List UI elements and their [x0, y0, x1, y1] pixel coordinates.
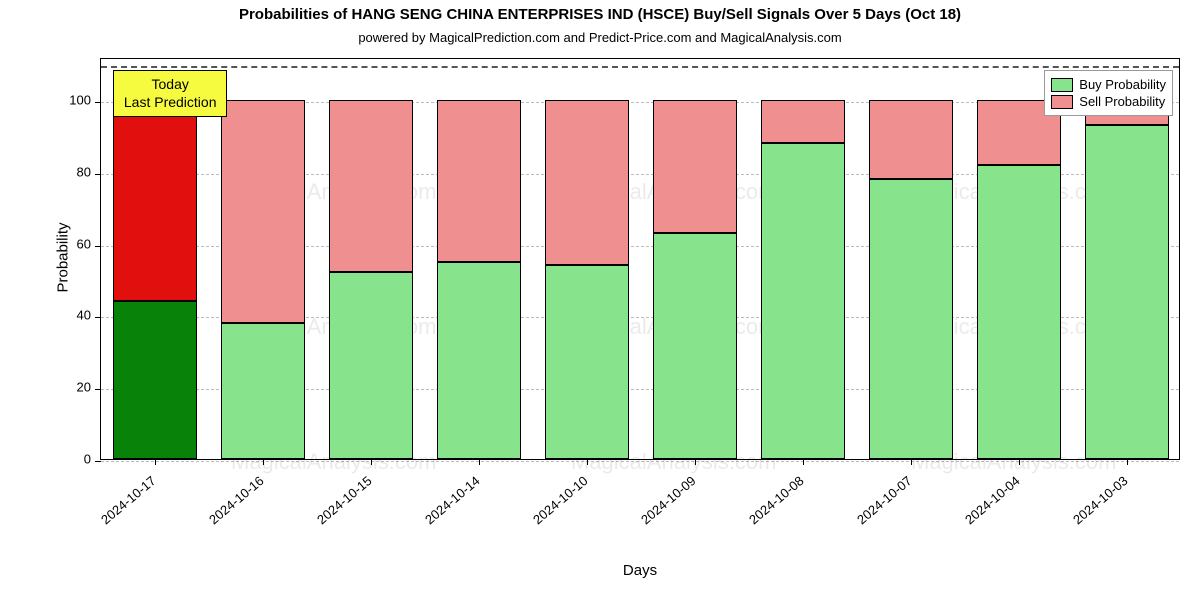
bar-sell [113, 100, 197, 301]
bar-buy [869, 179, 953, 459]
x-tick-label: 2024-10-14 [422, 473, 483, 527]
y-tick-mark [95, 174, 101, 175]
bar-slot [329, 59, 413, 459]
x-tick-mark [371, 459, 372, 465]
y-tick-mark [95, 389, 101, 390]
bar-buy [977, 165, 1061, 459]
bar-slot [113, 59, 197, 459]
bar-sell [221, 100, 305, 323]
bar-sell [761, 100, 845, 143]
bar-buy [1085, 125, 1169, 459]
x-tick-label: 2024-10-09 [638, 473, 699, 527]
y-tick-mark [95, 102, 101, 103]
x-tick-label: 2024-10-10 [530, 473, 591, 527]
x-tick-mark [695, 459, 696, 465]
x-tick-label: 2024-10-08 [746, 473, 807, 527]
x-tick-mark [1127, 459, 1128, 465]
bar-buy [437, 262, 521, 459]
bar-slot [869, 59, 953, 459]
bars-layer [101, 59, 1179, 459]
chart-subtitle: powered by MagicalPrediction.com and Pre… [0, 30, 1200, 45]
x-tick-mark [803, 459, 804, 465]
chart-title: Probabilities of HANG SENG CHINA ENTERPR… [0, 6, 1200, 23]
x-tick-mark [1019, 459, 1020, 465]
legend-item-buy: Buy Probability [1051, 77, 1166, 92]
y-tick-label: 60 [77, 236, 101, 251]
legend-swatch-sell [1051, 95, 1073, 109]
bar-buy [761, 143, 845, 459]
y-tick-label: 80 [77, 164, 101, 179]
y-tick-mark [95, 317, 101, 318]
today-callout: Today Last Prediction [113, 70, 228, 116]
y-tick-label: 20 [77, 380, 101, 395]
x-tick-mark [587, 459, 588, 465]
x-tick-mark [263, 459, 264, 465]
legend-label-buy: Buy Probability [1079, 77, 1166, 92]
x-tick-label: 2024-10-03 [1070, 473, 1131, 527]
x-tick-label: 2024-10-07 [854, 473, 915, 527]
bar-buy [113, 301, 197, 459]
y-tick-label: 0 [84, 452, 101, 467]
y-tick-mark [95, 246, 101, 247]
legend-item-sell: Sell Probability [1051, 94, 1166, 109]
bar-sell [869, 100, 953, 179]
y-axis-label: Probability [55, 222, 72, 292]
x-tick-label: 2024-10-15 [314, 473, 375, 527]
bar-slot [437, 59, 521, 459]
x-tick-label: 2024-10-17 [98, 473, 159, 527]
bar-slot [221, 59, 305, 459]
bar-slot [1085, 59, 1169, 459]
callout-line-2: Last Prediction [124, 93, 217, 111]
bar-buy [653, 233, 737, 459]
x-tick-label: 2024-10-16 [206, 473, 267, 527]
bar-buy [545, 265, 629, 459]
legend: Buy Probability Sell Probability [1044, 70, 1173, 116]
bar-slot [977, 59, 1061, 459]
y-tick-label: 40 [77, 308, 101, 323]
bar-slot [545, 59, 629, 459]
legend-swatch-buy [1051, 78, 1073, 92]
x-axis-label: Days [623, 562, 657, 579]
bar-slot [653, 59, 737, 459]
y-tick-mark [95, 461, 101, 462]
bar-buy [329, 272, 413, 459]
x-tick-mark [479, 459, 480, 465]
plot-area: MagicalAnalysis.comMagicalAnalysis.comMa… [100, 58, 1180, 460]
bar-slot [761, 59, 845, 459]
chart-stage: Probabilities of HANG SENG CHINA ENTERPR… [0, 0, 1200, 600]
callout-line-1: Today [124, 75, 217, 93]
bar-sell [437, 100, 521, 262]
bar-sell [545, 100, 629, 265]
bar-sell [653, 100, 737, 233]
x-tick-mark [155, 459, 156, 465]
bar-buy [221, 323, 305, 459]
legend-label-sell: Sell Probability [1079, 94, 1165, 109]
y-tick-label: 100 [69, 93, 101, 108]
x-tick-label: 2024-10-04 [962, 473, 1023, 527]
bar-sell [329, 100, 413, 272]
x-tick-mark [911, 459, 912, 465]
